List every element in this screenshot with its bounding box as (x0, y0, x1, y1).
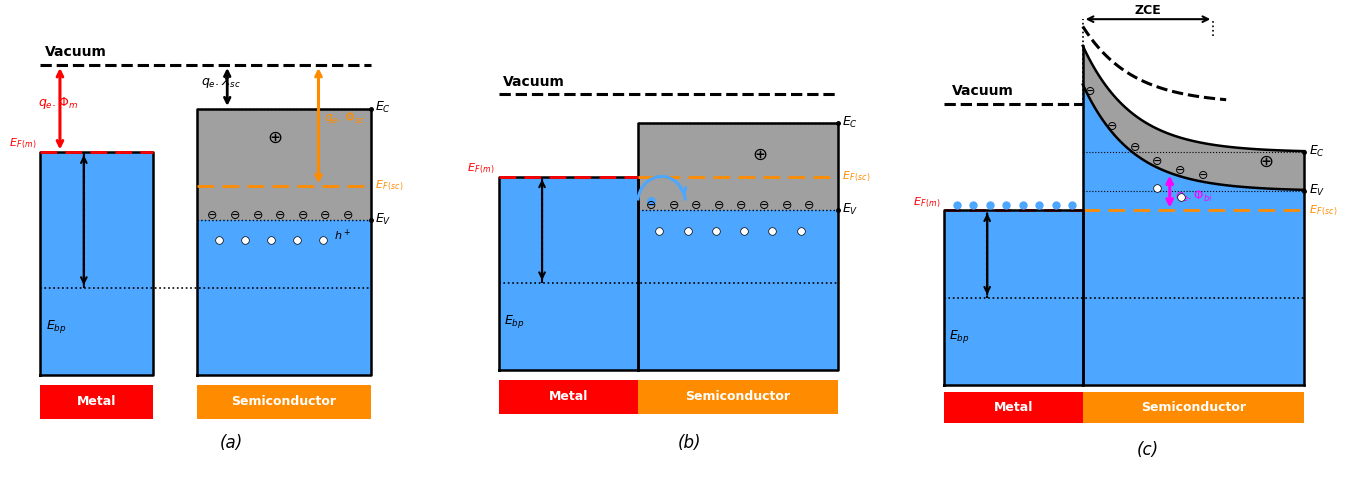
Text: ZCE: ZCE (1134, 4, 1161, 17)
Text: Vacuum: Vacuum (952, 84, 1014, 98)
Text: $\ominus$: $\ominus$ (691, 199, 702, 212)
Text: $E_V$: $E_V$ (1309, 182, 1326, 198)
Text: $E_{F\,(m)}$: $E_{F\,(m)}$ (912, 196, 940, 210)
Text: $q_e.X_{sc}$: $q_e.X_{sc}$ (201, 74, 241, 89)
Text: (c): (c) (1137, 441, 1159, 459)
Text: $\ominus$: $\ominus$ (207, 208, 218, 222)
Text: $\ominus$: $\ominus$ (297, 208, 308, 222)
Text: $E_{F\,(m)}$: $E_{F\,(m)}$ (468, 161, 495, 175)
Text: $E_{F\,(sc)}$: $E_{F\,(sc)}$ (1309, 203, 1338, 218)
Text: Semiconductor: Semiconductor (231, 395, 337, 408)
Text: $\ominus$: $\ominus$ (252, 208, 263, 222)
Text: $E_V$: $E_V$ (375, 211, 391, 227)
Bar (197, 220, 371, 375)
Text: $E_C$: $E_C$ (375, 100, 391, 115)
Text: Metal: Metal (77, 395, 116, 408)
Text: $\ominus$: $\ominus$ (1107, 120, 1118, 133)
Text: Metal: Metal (549, 390, 588, 403)
Text: $\oplus$: $\oplus$ (1257, 153, 1274, 171)
Text: $\ominus$: $\ominus$ (758, 199, 769, 212)
Text: $\ominus$: $\ominus$ (1129, 141, 1140, 154)
Text: $\ominus$: $\ominus$ (1174, 164, 1185, 177)
Text: $\ominus$: $\ominus$ (713, 199, 724, 212)
Text: $q_e.\Phi_{sc}$: $q_e.\Phi_{sc}$ (324, 110, 365, 126)
Text: Vacuum: Vacuum (503, 75, 565, 88)
Bar (1083, 392, 1305, 423)
Text: $E_{bp}$: $E_{bp}$ (949, 328, 970, 345)
Text: $\ominus$: $\ominus$ (1083, 85, 1094, 98)
Text: Semiconductor: Semiconductor (1141, 402, 1246, 414)
Text: $\ominus$: $\ominus$ (668, 199, 679, 212)
Text: $h^+$: $h^+$ (334, 227, 350, 243)
Bar (41, 152, 153, 375)
Text: $\ominus$: $\ominus$ (1197, 169, 1208, 182)
Text: $E_V$: $E_V$ (841, 202, 858, 217)
Text: $\ominus$: $\ominus$ (342, 208, 353, 222)
Bar (637, 210, 837, 370)
Text: $E_{bp}$: $E_{bp}$ (45, 318, 66, 335)
Text: $E_{F\,(sc)}$: $E_{F\,(sc)}$ (375, 179, 404, 194)
Text: $\ominus$: $\ominus$ (736, 199, 747, 212)
Text: $\ominus$: $\ominus$ (1152, 155, 1163, 168)
Text: $q_e.\Phi_{bi}$: $q_e.\Phi_{bi}$ (1175, 188, 1212, 204)
Text: $E_C$: $E_C$ (1309, 144, 1324, 159)
Polygon shape (1083, 46, 1305, 190)
Bar (197, 385, 371, 418)
Text: $\ominus$: $\ominus$ (803, 199, 814, 212)
Text: $\ominus$: $\ominus$ (781, 199, 792, 212)
Bar (637, 380, 837, 414)
Bar (637, 124, 837, 210)
Text: $\ominus$: $\ominus$ (319, 208, 331, 222)
Bar (944, 210, 1083, 385)
Bar (498, 380, 637, 414)
Text: $\ominus$: $\ominus$ (228, 208, 241, 222)
Bar (944, 392, 1083, 423)
Text: (a): (a) (220, 434, 244, 452)
Bar (41, 385, 153, 418)
Text: $E_C$: $E_C$ (841, 115, 858, 130)
Text: $\ominus$: $\ominus$ (646, 199, 657, 212)
Text: $\oplus$: $\oplus$ (267, 128, 283, 147)
Text: $\oplus$: $\oplus$ (751, 146, 767, 164)
Text: $\ominus$: $\ominus$ (274, 208, 286, 222)
Bar (197, 109, 371, 220)
Text: Vacuum: Vacuum (45, 45, 107, 59)
Polygon shape (1083, 84, 1305, 385)
Text: $E_{F\,(sc)}$: $E_{F\,(sc)}$ (841, 169, 870, 184)
Text: Metal: Metal (993, 402, 1033, 414)
Text: (b): (b) (679, 434, 702, 452)
Text: Semiconductor: Semiconductor (685, 390, 791, 403)
Text: $E_{bp}$: $E_{bp}$ (503, 313, 524, 330)
Text: $E_{F\,(m)}$: $E_{F\,(m)}$ (10, 137, 37, 151)
Bar (498, 176, 637, 370)
Text: $q_e.\Phi_m$: $q_e.\Phi_m$ (38, 95, 78, 111)
